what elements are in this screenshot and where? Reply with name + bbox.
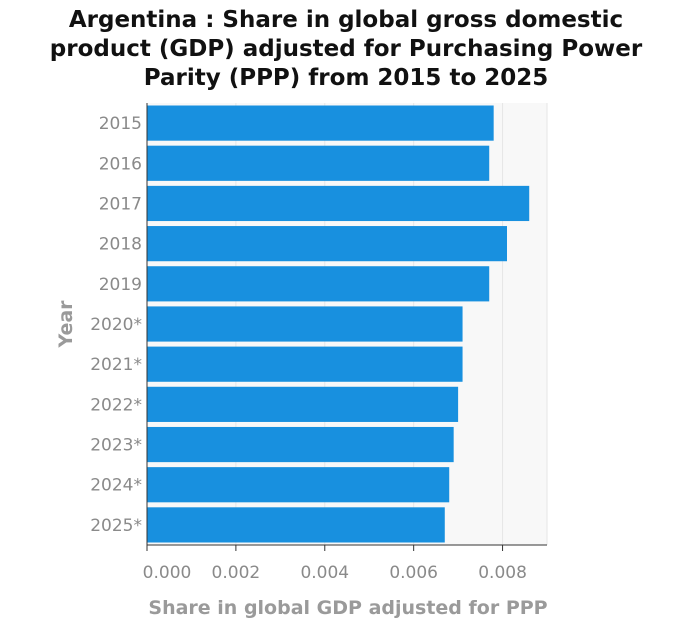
chart-title-line-2: product (GDP) adjusted for Purchasing Po…: [49, 36, 643, 62]
bar-2015: [147, 105, 494, 141]
y-tick-labels: 2015 2016 2017 2018 2019 2020* 2021* 2022* 2023*…: [90, 114, 142, 536]
bar-2021-proj: [147, 346, 463, 382]
chart-title-line-1: Argentina : Share in global gross domest…: [68, 7, 624, 33]
bar-2020-proj: [147, 306, 463, 342]
x-axis: 0.000 0.002 0.004 0.006 0.008: [143, 103, 547, 583]
bar-2025-proj: [147, 507, 445, 543]
y-tick-label: 2016: [99, 154, 142, 174]
bar-2016: [147, 145, 490, 181]
bar-2023-proj: [147, 426, 454, 463]
bar-2022-proj: [147, 386, 459, 422]
x-tick-label: 0.006: [389, 563, 438, 583]
x-axis-title: Share in global GDP adjusted for PPP: [148, 597, 547, 619]
y-tick-label: 2019: [99, 275, 142, 295]
y-tick-label: 2022*: [90, 395, 142, 415]
y-tick-label: 2018: [99, 235, 142, 255]
y-tick-label: 2021*: [90, 355, 142, 375]
y-tick-label: 2024*: [90, 476, 142, 496]
y-tick-label: 2015: [99, 114, 142, 134]
x-tick-label: 0.000: [143, 563, 192, 583]
chart-title: Argentina : Share in global gross domest…: [0, 6, 692, 93]
x-tick-label: 0.004: [300, 563, 349, 583]
x-tick-label: 0.002: [212, 563, 261, 583]
bars: [147, 105, 530, 543]
x-tick-label: 0.008: [478, 563, 527, 583]
y-tick-label: 2017: [99, 194, 142, 214]
bar-2017: [147, 185, 530, 222]
y-tick-label: 2020*: [90, 315, 142, 335]
chart-title-line-3: Parity (PPP) from 2015 to 2025: [143, 65, 549, 91]
y-axis-title: Year: [55, 300, 77, 349]
bar-2019: [147, 266, 490, 302]
y-tick-label: 2025*: [90, 516, 142, 536]
bar-2018: [147, 226, 507, 262]
y-tick-label: 2023*: [90, 436, 142, 456]
bar-2024-proj: [147, 467, 450, 503]
